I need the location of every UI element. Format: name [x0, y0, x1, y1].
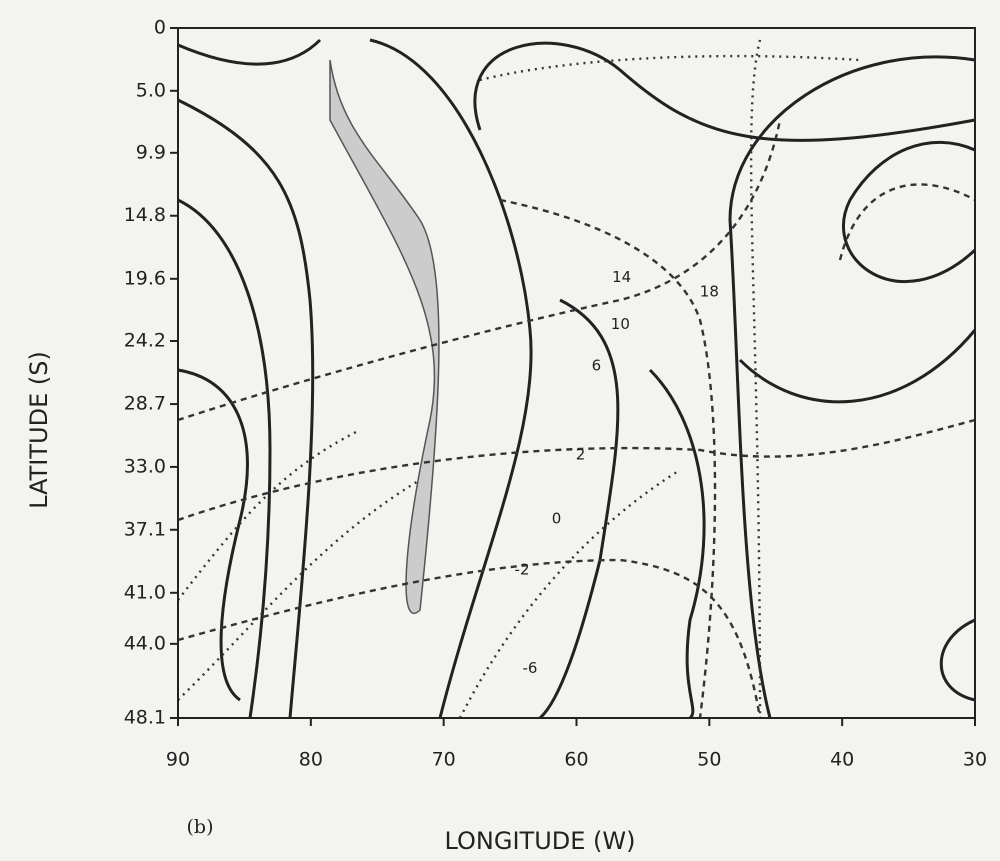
contour-line [177, 478, 421, 701]
y-tick-label: 28.7 [124, 393, 166, 415]
contour-line [177, 98, 315, 719]
contour-line [177, 368, 249, 702]
panel-label: (b) [187, 816, 214, 838]
contour-line [473, 41, 976, 142]
x-tick-label: 50 [697, 749, 721, 771]
contour-label: -2 [515, 560, 530, 578]
contour-label: 6 [592, 356, 602, 374]
contour-line [728, 55, 976, 719]
y-tick-label: 48.1 [124, 707, 166, 729]
contour-line [499, 198, 717, 719]
contour-label: -6 [523, 659, 538, 677]
y-tick-label: 37.1 [124, 518, 166, 540]
y-tick-label: 33.0 [124, 455, 166, 477]
x-tick-label: 40 [830, 749, 854, 771]
contour-label: 0 [552, 509, 562, 527]
y-tick-label: 44.0 [124, 632, 166, 654]
x-tick-label: 60 [564, 749, 588, 771]
contour-line [177, 198, 272, 719]
contour-line [538, 298, 620, 720]
contour-line [648, 368, 706, 720]
contour-line [177, 418, 976, 522]
y-tick-label: 9.9 [136, 141, 166, 163]
y-tick-label: 24.2 [124, 330, 166, 352]
plot-frame [177, 27, 976, 719]
x-tick-label: 90 [166, 749, 190, 771]
contour-field [177, 38, 977, 720]
contour-line [838, 183, 976, 261]
x-axis-label: LONGITUDE (W) [445, 827, 636, 855]
y-axis-label: LATITUDE (S) [25, 351, 53, 509]
contour-line [177, 38, 322, 66]
shaded-region [329, 59, 440, 615]
contour-line [939, 618, 976, 702]
contour-label: 18 [700, 283, 719, 301]
y-tick-label: 0 [154, 17, 166, 39]
contour-line [479, 54, 861, 82]
x-tick-label: 30 [963, 749, 987, 771]
y-tick-label: 41.0 [124, 581, 166, 603]
contour-label: 14 [612, 268, 631, 286]
contour-line [458, 468, 681, 719]
contour-line [177, 428, 361, 601]
contour-line [842, 140, 977, 283]
contour-line [369, 38, 533, 719]
y-tick-label: 5.0 [136, 79, 166, 101]
x-tick-label: 70 [432, 749, 456, 771]
contour-line [177, 558, 762, 719]
contour-label: 2 [576, 446, 586, 464]
y-tick-label: 14.8 [124, 204, 166, 226]
y-tick-label: 19.6 [124, 267, 166, 289]
contour-line [738, 329, 977, 404]
contour-label: 10 [611, 315, 630, 333]
x-tick-label: 80 [299, 749, 323, 771]
